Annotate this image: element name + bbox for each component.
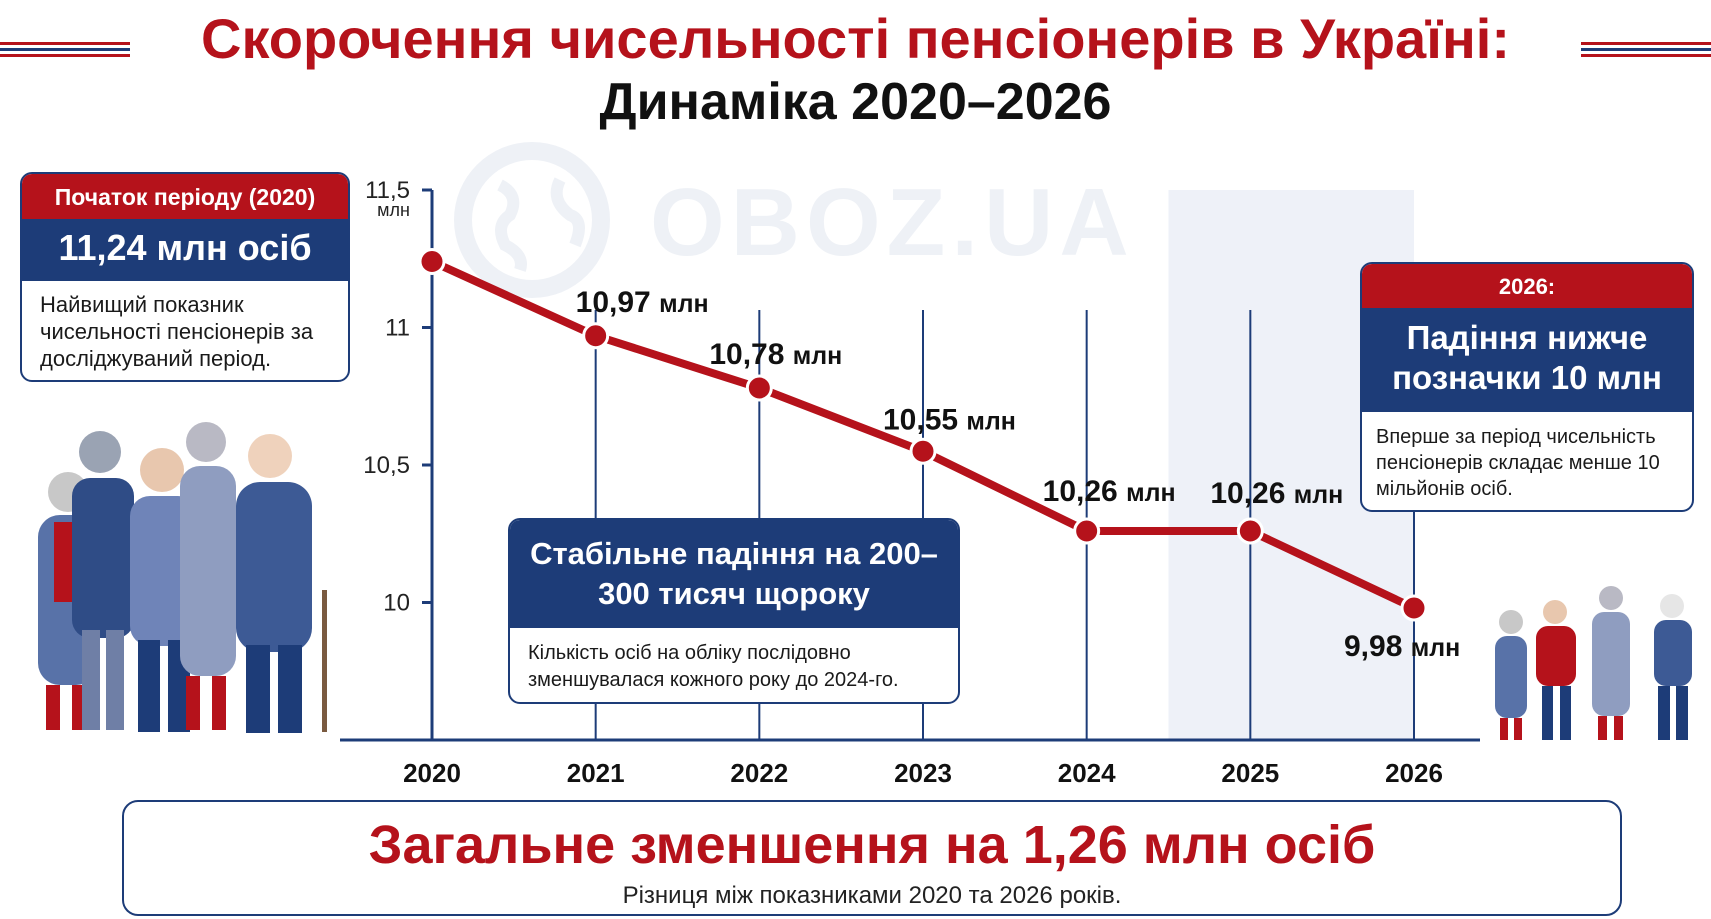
x-tick-label: 2021 <box>567 758 625 788</box>
watermark-globe-icon <box>454 142 610 298</box>
year-2026-text: Вперше за період чисельність пенсіонерів… <box>1376 426 1660 500</box>
summary-subtext: Різниця між показниками 2020 та 2026 рок… <box>622 882 1122 909</box>
data-point <box>1400 594 1428 622</box>
summary-box: Загальне зменшення на 1,26 млн осіб Різн… <box>122 800 1622 916</box>
year-2026-value: Падіння нижче позначки 10 млн <box>1362 308 1692 412</box>
data-point <box>418 248 446 275</box>
y-unit-label: млн <box>377 200 410 220</box>
stable-decline-card: Стабільне падіння на 200–300 тисяч щорок… <box>508 518 960 704</box>
title-rule-right <box>1581 42 1711 57</box>
year-2026-header: 2026: <box>1362 264 1692 308</box>
title-line-1: Скорочення чисельності пенсіонерів в Укр… <box>201 7 1510 70</box>
x-tick-label: 2022 <box>730 758 788 788</box>
x-tick-label: 2023 <box>894 758 952 788</box>
elderly-group-right-illustration <box>1495 586 1692 740</box>
x-tick-label: 2025 <box>1221 758 1279 788</box>
stable-decline-text: Кількість осіб на обліку послідовно змен… <box>528 642 899 691</box>
data-label: 10,78 млн <box>709 338 842 371</box>
data-label: 10,26 млн <box>1210 477 1343 510</box>
title-rule-left <box>0 42 130 57</box>
year-2026-card: 2026: Падіння нижче позначки 10 млн Впер… <box>1360 262 1694 512</box>
data-point <box>1073 517 1101 545</box>
elderly-group-left-illustration <box>38 422 327 733</box>
data-label: 9,98 млн <box>1344 630 1460 663</box>
watermark: OBOZ.UA <box>650 169 1135 276</box>
start-period-header: Початок періоду (2020) <box>22 174 348 219</box>
y-tick-label: 10 <box>383 590 410 617</box>
y-tick-label: 11 <box>385 315 410 342</box>
x-tick-label: 2020 <box>403 758 461 788</box>
data-point <box>1236 517 1264 545</box>
data-point <box>909 437 937 465</box>
data-point <box>582 322 610 350</box>
x-tick-label: 2024 <box>1058 758 1116 788</box>
y-tick-label: 11,5 <box>365 177 410 204</box>
x-tick-label: 2026 <box>1385 758 1443 788</box>
data-label: 10,97 млн <box>576 286 709 319</box>
start-period-text: Найвищий показник чисельності пенсіонері… <box>40 292 314 371</box>
data-label: 10,26 млн <box>1043 475 1176 508</box>
start-period-value: 11,24 млн осіб <box>22 219 348 281</box>
stable-decline-header: Стабільне падіння на 200–300 тисяч щорок… <box>510 520 958 628</box>
title-line-2: Динаміка 2020–2026 <box>599 73 1112 131</box>
start-period-card: Початок періоду (2020) 11,24 млн осіб На… <box>20 172 350 382</box>
data-label: 10,55 млн <box>883 403 1016 436</box>
y-tick-label: 10,5 <box>363 452 410 479</box>
summary-headline: Загальне зменшення на 1,26 млн осіб <box>368 815 1376 875</box>
data-point <box>745 374 773 402</box>
